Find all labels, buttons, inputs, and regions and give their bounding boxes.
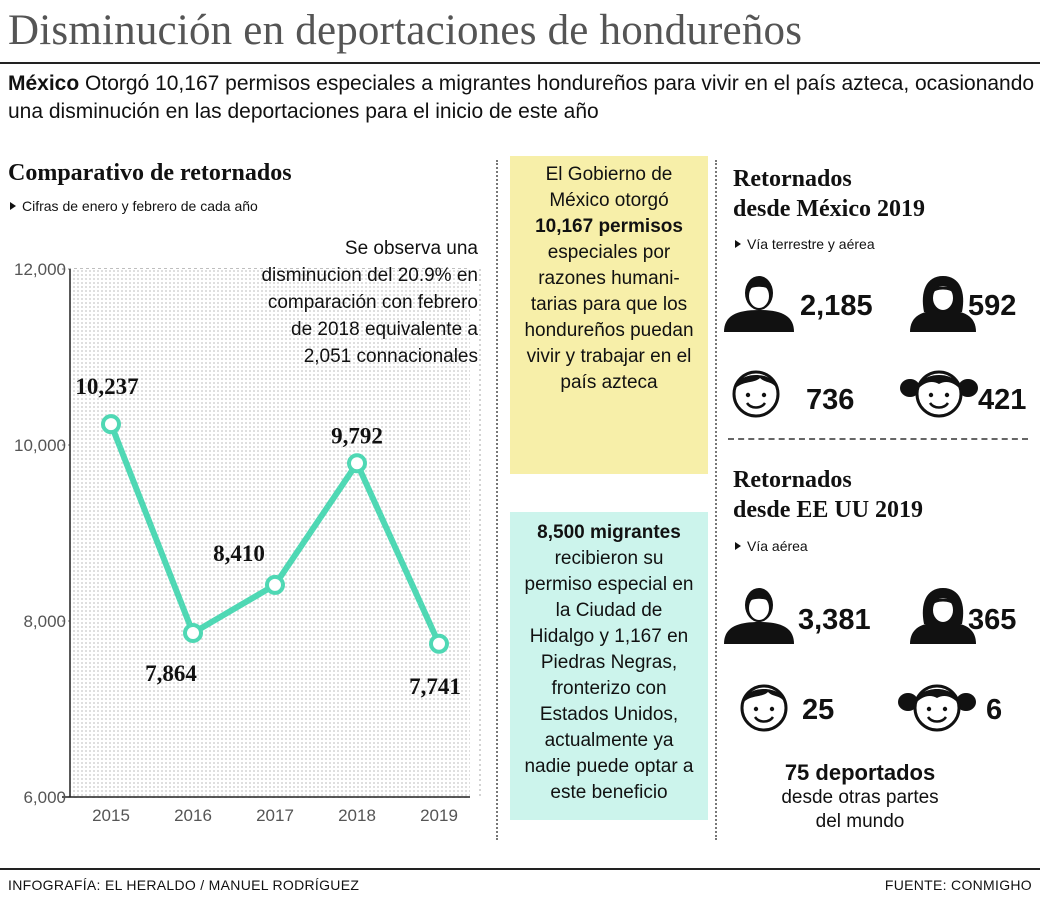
eeuu-subtitle: Vía aérea [747,538,808,554]
eeuu-returned-title: Retornados desde EE UU 2019 [733,465,923,525]
x-tick-label: 2019 [420,806,458,825]
woman-icon [910,588,976,644]
girl-icon [900,370,978,418]
intro-bold: México [8,72,80,95]
data-label: 7,741 [409,674,461,699]
mexico-box-line1: El Gobierno de México otorgó [545,164,673,211]
eeuu-subtitle-wrap: Vía aérea [735,538,808,554]
x-tick-label: 2018 [338,806,376,825]
bullet-triangle-icon [735,542,741,550]
x-tick-label: 2016 [174,806,212,825]
bullet-triangle-icon [10,202,16,210]
mexico-box-line2: especiales por razones humani-tarias par… [524,242,694,393]
footer-source: FUENTE: CONMIGHO [884,877,1032,893]
right-column-divider [728,438,1028,440]
mexico-subtitle-wrap: Vía terrestre y aérea [735,236,875,252]
chart-title: Comparativo de retornados [8,160,292,186]
mexico-returned-title: Retornados desde México 2019 [733,164,925,224]
footer-credit: INFOGRAFÍA: EL HERALDO / MANUEL RODRÍGUE… [8,877,360,893]
woman-icon [910,276,976,332]
data-label: 9,792 [331,423,383,448]
y-tick-label: 12,000 [14,260,66,279]
y-tick-label: 6,000 [23,788,66,807]
man-icon [724,588,794,644]
migrants-box-bold: 8,500 migrantes [537,522,681,543]
data-point [347,453,367,474]
mexico-women-count: 592 [968,290,1017,322]
mexico-men-count: 2,185 [800,290,873,322]
y-tick-label: 10,000 [14,436,66,455]
chart-labels: 6,000 8,000 10,000 12,000 2015 2016 2017 2018 20… [14,260,461,825]
migrants-box-text: recibieron su permiso especial en la Ciu… [524,548,694,803]
data-label: 8,410 [213,541,265,566]
chart-axes [62,269,470,798]
mexico-subtitle: Vía terrestre y aérea [747,236,875,252]
data-point [429,633,449,654]
migrants-box: 8,500 migrantes recibieron su permiso es… [510,512,708,820]
footer-divider [0,868,1040,870]
boy-icon [740,684,788,732]
eeuu-men-count: 3,381 [798,604,871,636]
other-deported-line2: del mundo [815,811,905,832]
x-tick-label: 2017 [256,806,294,825]
mexico-title-line2: desde México 2019 [733,196,925,222]
mexico-boys-count: 736 [806,384,855,416]
page-title: Disminución en deportaciones de hondureñ… [8,7,803,54]
x-tick-label: 2015 [92,806,130,825]
chart-series [101,414,449,654]
chart-subtitle: Cifras de enero y febrero de cada año [22,198,258,214]
mexico-permits-box: El Gobierno de México otorgó 10,167 perm… [510,156,708,474]
mexico-title-line1: Retornados [733,166,852,192]
data-point [183,622,203,643]
eeuu-girls-count: 6 [986,694,1003,726]
title-divider [0,62,1040,64]
eeuu-boys-count: 25 [802,694,835,726]
mexico-girls-count: 421 [978,384,1027,416]
eeuu-title-line2: desde EE UU 2019 [733,497,924,523]
other-deported-line1: desde otras partes [781,787,939,808]
data-label: 10,237 [75,374,138,399]
chart-annotation: Se observa una disminucion del 20.9% en … [261,238,478,367]
boy-icon [732,370,780,418]
mexico-box-bold: 10,167 permisos [535,216,683,237]
data-point [101,414,121,435]
data-point [265,574,285,595]
intro-paragraph: México Otorgó 10,167 permisos especiales… [8,70,1038,126]
y-tick-label: 8,000 [23,612,66,631]
chart-area [70,269,470,797]
eeuu-title-line1: Retornados [733,467,852,493]
man-icon [724,276,794,332]
eeuu-women-count: 365 [968,604,1017,636]
data-label: 7,864 [145,661,197,686]
bullet-triangle-icon [735,240,741,248]
plot-area [70,269,470,797]
column-divider-left [496,160,498,840]
girl-icon [898,684,976,732]
column-divider-right [715,160,717,840]
intro-text: Otorgó 10,167 permisos especiales a migr… [8,72,1035,123]
other-deported-block: 75 deportados desde otras partes del mun… [740,760,980,834]
line-chart: 6,000 8,000 10,000 12,000 2015 2016 2017 2018 20… [14,260,481,825]
chart-subtitle-wrap: Cifras de enero y febrero de cada año [10,198,258,214]
other-deported-number: 75 deportados [784,760,936,785]
